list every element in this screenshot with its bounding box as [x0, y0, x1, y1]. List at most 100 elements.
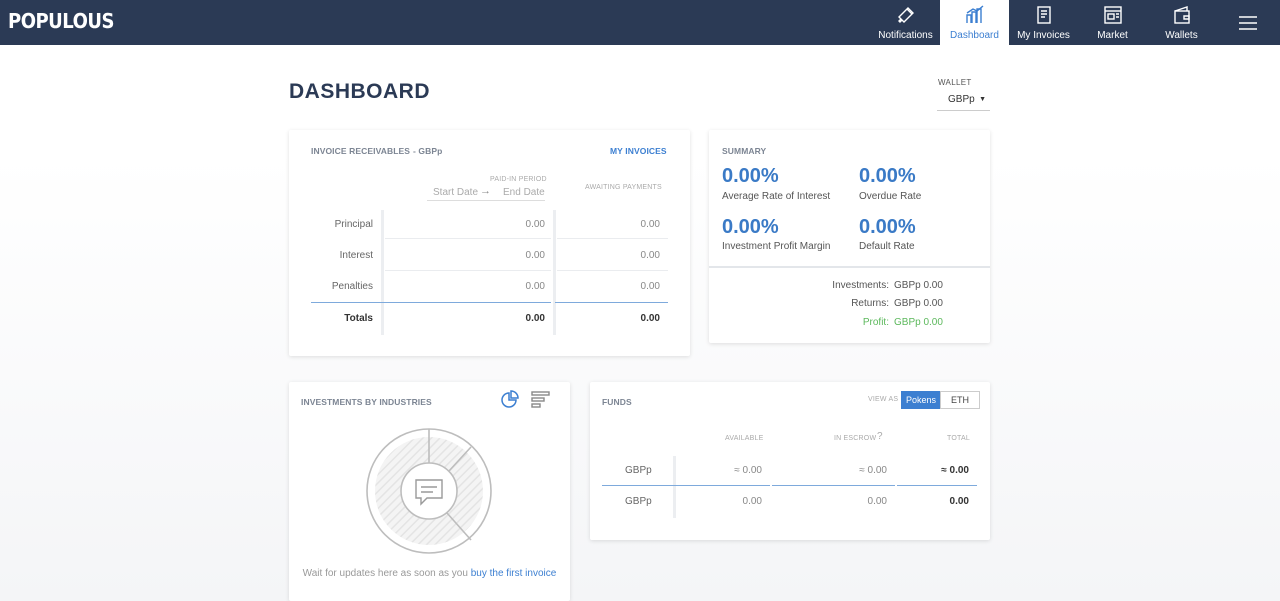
- wallet-select[interactable]: GBPp ▼: [937, 91, 990, 111]
- totals-paid: 0.00: [525, 313, 545, 324]
- principal-paid: 0.00: [525, 219, 545, 230]
- buy-first-invoice-link[interactable]: buy the first invoice: [470, 568, 557, 579]
- hamburger-menu-button[interactable]: [1216, 0, 1280, 45]
- funds-card: FUNDS VIEW AS Pokens ETH AVAILABLE IN ES…: [590, 382, 990, 540]
- nav-dashboard[interactable]: Dashboard: [940, 0, 1009, 45]
- view-as-label: VIEW AS: [868, 396, 899, 403]
- avg-interest-value: 0.00%: [722, 165, 779, 187]
- investments-label: Investments:: [832, 280, 889, 291]
- column-divider: [553, 210, 556, 335]
- nav-label: Market: [1097, 30, 1128, 41]
- overdue-rate-value: 0.00%: [859, 165, 916, 187]
- avg-interest-label: Average Rate of Interest: [722, 191, 831, 202]
- funds-available: ≈ 0.00: [734, 465, 762, 476]
- card-title: INVOICE RECEIVABLES: [311, 146, 411, 156]
- toggle-pokens[interactable]: Pokens: [901, 391, 941, 409]
- penalties-awaiting: 0.00: [640, 281, 660, 292]
- totals-awaiting: 0.00: [640, 313, 660, 324]
- col-in-escrow: IN ESCROW: [834, 435, 877, 442]
- wallet-value: GBPp: [948, 94, 975, 105]
- card-title: INVESTMENTS BY INDUSTRIES: [301, 397, 432, 407]
- wallet-icon: [1173, 6, 1190, 24]
- row-label-principal: Principal: [334, 219, 373, 230]
- chevron-down-icon: ▼: [979, 96, 986, 103]
- profit-margin-label: Investment Profit Margin: [722, 241, 831, 252]
- funds-row-label: GBPp: [625, 465, 652, 476]
- returns-label: Returns:: [851, 298, 889, 309]
- profit-value: GBPp 0.00: [894, 317, 943, 328]
- row-divider: [385, 238, 551, 239]
- help-icon[interactable]: ?: [877, 431, 883, 442]
- column-divider: [673, 456, 676, 518]
- funds-total: ≈ 0.00: [941, 465, 969, 476]
- penalties-paid: 0.00: [525, 281, 545, 292]
- totals-divider: [311, 302, 551, 303]
- profit-margin-value: 0.00%: [722, 216, 779, 238]
- bar-chart-view-icon[interactable]: [531, 390, 551, 410]
- pie-chart-view-icon[interactable]: [500, 390, 520, 410]
- row-divider: [897, 485, 977, 486]
- nav-market[interactable]: Market: [1078, 0, 1147, 45]
- funds-available: 0.00: [742, 496, 762, 507]
- row-divider: [385, 270, 551, 271]
- col-total: TOTAL: [947, 435, 970, 442]
- totals-divider: [555, 302, 668, 303]
- profit-label: Profit:: [862, 317, 889, 328]
- dashboard-icon: [965, 5, 983, 23]
- toggle-eth[interactable]: ETH: [940, 391, 980, 409]
- summary-card: SUMMARY 0.00% Average Rate of Interest 0…: [709, 130, 990, 343]
- interest-paid: 0.00: [525, 250, 545, 261]
- paid-in-period-label: PAID-IN PERIOD: [490, 176, 547, 183]
- row-label-penalties: Penalties: [331, 281, 373, 292]
- row-divider: [557, 238, 668, 239]
- top-navigation-bar: POPULOUS Notifications Dashboard My Invo…: [0, 0, 1280, 45]
- overdue-rate-label: Overdue Rate: [859, 191, 922, 202]
- funds-row-label: GBPp: [625, 496, 652, 507]
- hamburger-menu-icon: [1239, 15, 1257, 30]
- populous-logo[interactable]: POPULOUS: [8, 9, 115, 34]
- card-currency: - GBPp: [413, 146, 443, 156]
- card-title: SUMMARY: [722, 146, 767, 156]
- my-invoices-link[interactable]: MY INVOICES: [610, 146, 667, 156]
- funds-total: 0.00: [949, 496, 969, 507]
- row-divider: [602, 485, 770, 486]
- nav-label: Dashboard: [950, 30, 999, 41]
- empty-donut-placeholder: [366, 428, 492, 554]
- col-available: AVAILABLE: [725, 435, 764, 442]
- investments-value: GBPp 0.00: [894, 280, 943, 291]
- notifications-icon: [897, 7, 914, 23]
- returns-value: GBPp 0.00: [894, 298, 943, 309]
- page-title: DASHBOARD: [289, 80, 430, 103]
- nav-label: Notifications: [878, 30, 933, 41]
- funds-escrow: ≈ 0.00: [859, 465, 887, 476]
- nav-my-invoices[interactable]: My Invoices: [1009, 0, 1078, 45]
- main-nav: Notifications Dashboard My Invoices Mark…: [871, 0, 1280, 45]
- invoice-icon: [1036, 6, 1051, 24]
- nav-label: Wallets: [1165, 30, 1198, 41]
- summary-divider: [709, 266, 990, 268]
- start-date-input[interactable]: Start Date: [433, 187, 479, 198]
- row-label-totals: Totals: [344, 313, 373, 324]
- funds-escrow: 0.00: [867, 496, 887, 507]
- row-divider: [557, 270, 668, 271]
- empty-state-text: Wait for updates here as soon as you: [302, 568, 468, 579]
- row-label-interest: Interest: [339, 250, 373, 261]
- empty-state-message: Wait for updates here as soon as you buy…: [289, 568, 570, 579]
- default-rate-label: Default Rate: [859, 241, 915, 252]
- column-divider: [381, 210, 384, 335]
- row-divider: [772, 485, 895, 486]
- nav-label: My Invoices: [1017, 30, 1070, 41]
- nav-wallets[interactable]: Wallets: [1147, 0, 1216, 45]
- wallet-label: WALLET: [938, 78, 972, 87]
- interest-awaiting: 0.00: [640, 250, 660, 261]
- end-date-input[interactable]: End Date: [503, 187, 545, 198]
- date-range-picker: Start Date → End Date: [427, 185, 545, 201]
- principal-awaiting: 0.00: [640, 219, 660, 230]
- arrow-right-icon: →: [480, 185, 491, 197]
- invoice-receivables-card: INVOICE RECEIVABLES - GBPp MY INVOICES P…: [289, 130, 690, 356]
- market-icon: [1103, 6, 1122, 24]
- industries-card: INVESTMENTS BY INDUSTRIES Wait for updat…: [289, 382, 570, 601]
- nav-notifications[interactable]: Notifications: [871, 0, 940, 45]
- card-title: FUNDS: [602, 397, 632, 407]
- awaiting-payments-label: AWAITING PAYMENTS: [585, 184, 662, 191]
